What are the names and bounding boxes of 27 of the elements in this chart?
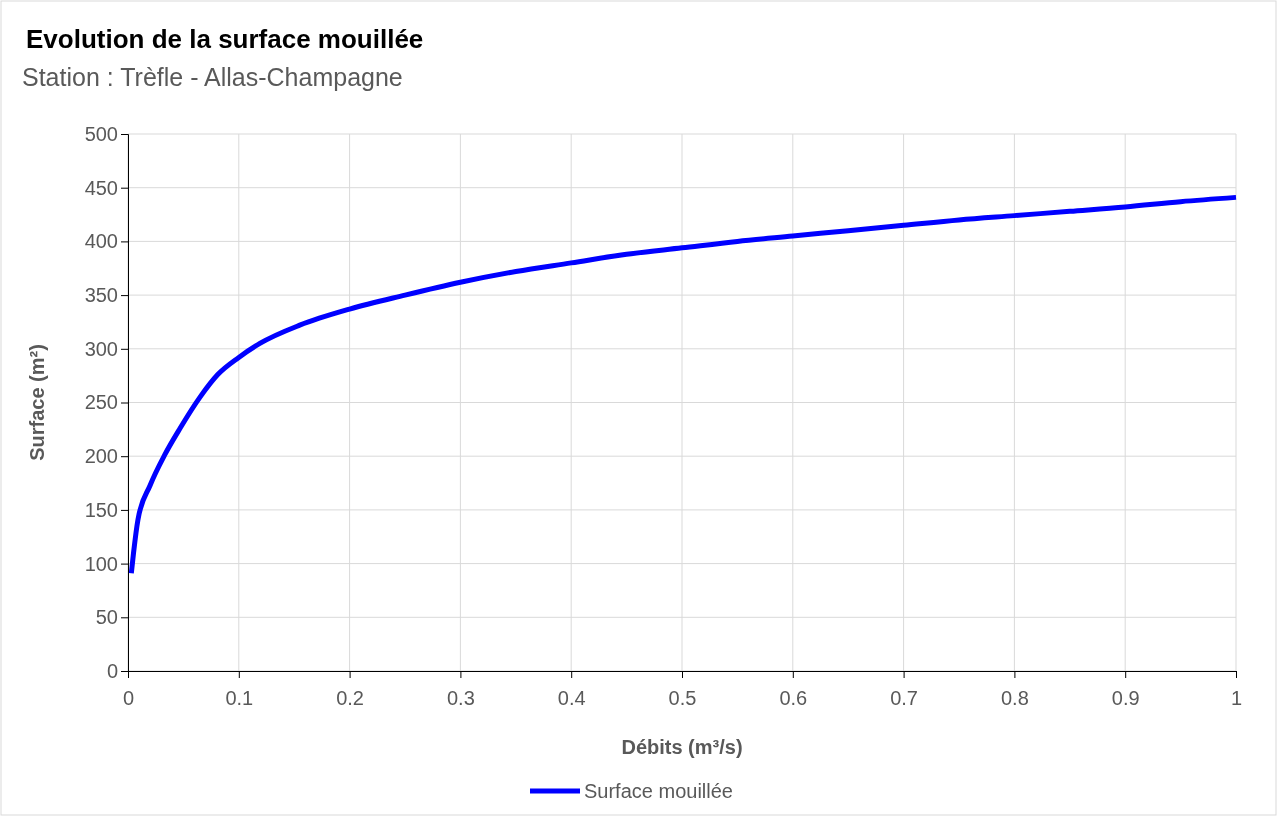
x-axis-title: Débits (m³/s) [621, 736, 743, 758]
x-tick-label: 0.4 [557, 687, 586, 709]
y-tick-label: 400 [84, 230, 118, 253]
legend-label: Surface mouillée [584, 780, 733, 802]
chart-title: Evolution de la surface mouillée [26, 24, 424, 54]
x-tick-label: 0.2 [336, 687, 365, 709]
x-tick-label: 1 [1230, 687, 1243, 709]
y-tick-label: 150 [84, 498, 118, 521]
x-tick-label: 0.9 [1111, 687, 1140, 709]
y-tick-label: 350 [84, 284, 118, 306]
y-tick-label: 100 [84, 552, 118, 575]
x-tick-label: 0.7 [890, 687, 919, 709]
x-tick-label: 0.1 [225, 687, 254, 709]
y-axis-title: Surface (m²) [26, 344, 48, 461]
x-tick-label: 0.6 [779, 687, 808, 709]
y-tick-label: 450 [84, 176, 118, 199]
y-tick-label: 0 [106, 659, 118, 682]
chart-subtitle: Station : Trèfle - Allas-Champagne [22, 63, 403, 91]
y-tick-label: 200 [84, 445, 118, 468]
x-tick-label: 0 [122, 687, 135, 709]
x-tick-label: 0.3 [446, 687, 475, 709]
y-tick-label: 250 [84, 391, 118, 414]
y-tick-label: 50 [95, 606, 118, 629]
x-tick-label: 0.8 [1000, 687, 1029, 709]
y-tick-label: 500 [84, 122, 118, 145]
x-tick-label: 0.5 [668, 687, 697, 709]
y-tick-label: 300 [84, 337, 118, 360]
